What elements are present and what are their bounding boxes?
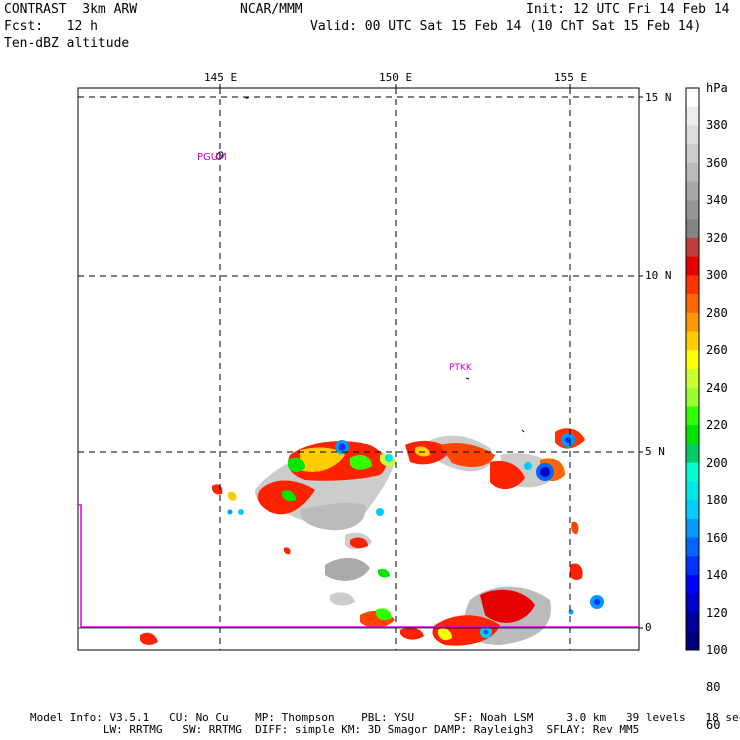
colorbar-swatch — [686, 425, 699, 445]
colorbar-swatch — [686, 518, 699, 539]
colorbar-swatch — [686, 369, 699, 389]
station-label-pgum: PGUM — [197, 152, 227, 163]
colorbar-tick-label: 360 — [706, 155, 728, 170]
colorbar-swatch — [686, 537, 699, 557]
colorbar-swatch — [686, 200, 699, 220]
colorbar-tick-label: 60 — [706, 717, 721, 732]
forecast-hour: Fcst: 12 h — [4, 19, 98, 34]
colorbar — [685, 87, 700, 651]
island-outlines — [215, 96, 525, 433]
graticule — [78, 88, 639, 650]
colorbar-swatch — [686, 256, 699, 276]
colorbar-swatch — [686, 237, 699, 258]
colorbar-tick-label: 260 — [706, 343, 728, 358]
lat-label-10n: 10 N — [645, 269, 672, 282]
colorbar-tick-label: 240 — [706, 380, 728, 395]
colorbar-tick-label: 140 — [706, 568, 728, 583]
colorbar-tick-label: 120 — [706, 605, 728, 620]
field-name: Ten-dBZ altitude — [4, 36, 130, 51]
colorbar-tick-label: 340 — [706, 193, 728, 208]
colorbar-tick-label: 380 — [706, 118, 728, 133]
lon-label-150: 150 E — [379, 71, 413, 84]
station-label-ptkk: PTKK — [449, 363, 472, 373]
valid-time: Valid: 00 UTC Sat 15 Feb 14 (10 ChT Sat … — [310, 19, 702, 34]
colorbar-swatch — [686, 162, 699, 183]
map-frame — [77, 87, 640, 651]
colorbar-tick-label: 300 — [706, 268, 728, 283]
colorbar-tick-label: 200 — [706, 455, 728, 470]
init-time: Init: 12 UTC Fri 14 Feb 14 — [526, 2, 730, 17]
radar-echoes — [140, 428, 604, 646]
center-name: NCAR/MMM — [240, 2, 303, 17]
model-name: CONTRAST 3km ARW — [4, 2, 138, 17]
colorbar-swatch — [686, 294, 699, 314]
colorbar-swatch — [686, 88, 699, 108]
colorbar-swatch — [686, 612, 699, 632]
colorbar-swatch — [686, 443, 699, 464]
colorbar-swatch — [686, 500, 699, 520]
colorbar-swatch — [686, 593, 699, 614]
domain-boundary — [78, 504, 639, 628]
lat-label-5n: 5 N — [645, 445, 665, 458]
colorbar-swatch — [686, 406, 699, 426]
colorbar-tick-label: 320 — [706, 230, 728, 245]
colorbar-tick-label: 280 — [706, 305, 728, 320]
colorbar-swatch — [686, 312, 699, 333]
lon-label-145: 145 E — [204, 71, 238, 84]
colorbar-frame — [685, 87, 700, 651]
footer-model-info: Model Info: V3.5.1 CU: No Cu MP: Thompso… — [30, 711, 740, 724]
colorbar-swatch — [686, 462, 699, 482]
colorbar-swatch — [686, 631, 699, 651]
colorbar-tick-label: 100 — [706, 643, 728, 657]
frame-ticks — [219, 84, 643, 629]
lon-label-155: 155 E — [554, 71, 588, 84]
lat-label-0: 0 — [645, 621, 652, 634]
colorbar-swatch — [686, 387, 699, 407]
colorbar-swatch — [686, 331, 699, 351]
colorbar-swatch — [686, 575, 699, 595]
lat-label-15n: 15 N — [645, 91, 672, 104]
colorbar-swatch — [686, 106, 699, 126]
colorbar-swatch — [686, 181, 699, 201]
colorbar-tick-label: 180 — [706, 493, 728, 508]
colorbar-tick-label: 220 — [706, 418, 728, 433]
colorbar-swatch — [686, 275, 699, 295]
colorbar-swatch — [686, 144, 699, 164]
colorbar-swatch — [686, 125, 699, 145]
colorbar-swatch — [686, 481, 699, 501]
colorbar-swatch — [686, 350, 699, 370]
colorbar-swatch — [686, 556, 699, 576]
colorbar-unit: hPa — [706, 81, 728, 95]
colorbar-tick-label: 80 — [706, 680, 721, 695]
colorbar-tick-label: 160 — [706, 530, 728, 545]
colorbar-swatch — [686, 219, 699, 239]
footer-physics-info: LW: RRTMG SW: RRTMG DIFF: simple KM: 3D … — [30, 723, 640, 736]
